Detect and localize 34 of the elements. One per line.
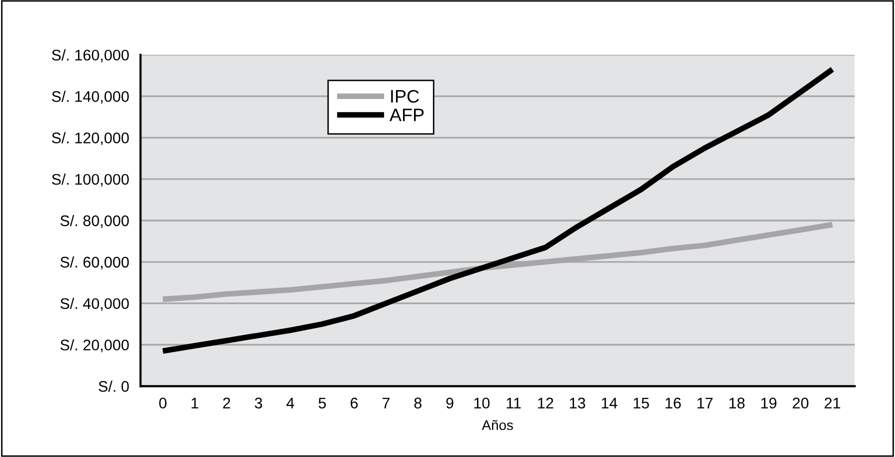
x-tick-label: 12 [538,398,554,408]
y-tick-label: S/. 140,000 [52,90,129,104]
x-tick-label: 8 [414,398,422,408]
legend-label: IPC [391,90,419,103]
x-tick-label: 3 [254,398,262,408]
x-tick-label: 20 [792,398,808,408]
x-tick-label: 5 [318,398,326,408]
x-tick-label: 21 [824,398,840,408]
x-tick-label: 11 [506,398,521,408]
x-tick-label: 19 [761,398,776,408]
y-tick-label: S/. 60,000 [60,256,129,270]
x-tick-label: 9 [446,398,454,408]
x-tick-label: 2 [223,398,230,408]
x-tick-label: 17 [698,398,713,408]
x-tick-label: 7 [382,398,390,408]
y-tick-label: S/. 40,000 [60,298,129,311]
x-tick-label: 1 [192,398,198,408]
x-tick-label: 6 [350,398,358,408]
x-tick-label: 15 [634,398,649,408]
x-tick-label: 13 [570,398,586,408]
legend-label: AFP [390,108,424,122]
x-tick-label: 4 [286,398,294,408]
y-tick-label: S/. 20,000 [60,339,129,352]
y-tick-label: S/. 160,000 [52,49,129,62]
x-tick-label: 0 [159,398,166,408]
y-tick-label: S/. 100,000 [52,174,129,187]
y-tick-label: S/. 120,000 [52,132,129,146]
x-tick-label: 14 [602,398,618,408]
x-tick-label: 16 [666,398,681,408]
y-tick-label: S/. 0 [98,380,129,392]
x-tick-label: 10 [474,398,490,408]
x-axis-title: Años [482,420,513,430]
y-tick-label: S/. 80,000 [60,214,129,228]
x-tick-label: 18 [729,398,745,408]
